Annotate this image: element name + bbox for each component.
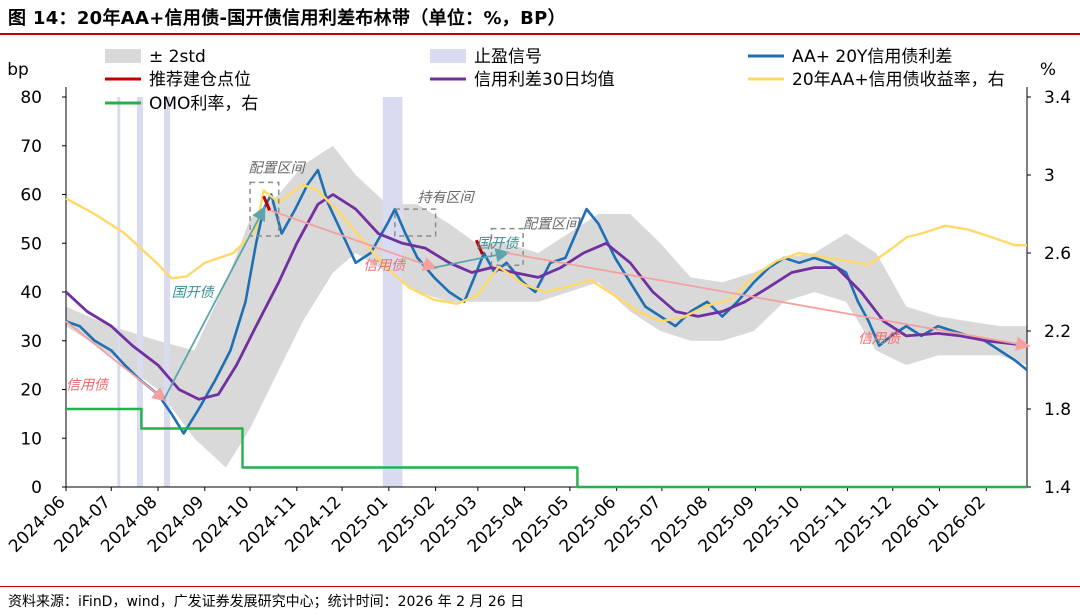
range-box-2 [490,227,524,266]
source-note: 资料来源：iFinD，wind，广发证券发展研究中心；统计时间：2026 年 2… [8,594,525,610]
left-tick-label: 60 [20,186,42,206]
left-tick-label: 50 [20,234,42,254]
annotation-label-2: 配置区间 [249,161,307,177]
left-axis-unit: bp [7,60,29,80]
range-box-0 [249,181,280,237]
legend-label-yield: 20年AA+信用债收益率，右 [792,70,1005,90]
stop-signal-bar-1 [136,97,143,487]
annotation-label-5: 国开债 [476,236,520,252]
source-rule [0,586,1080,587]
series-line-spread [65,168,1028,435]
right-axis-unit: % [1040,60,1056,80]
left-tick-label: 10 [20,429,42,449]
annotation-label-1: 国开债 [172,285,216,301]
chart-title: 图 14：20年AA+信用债-国开债信用利差布林带（单位：%，BP） [8,8,566,29]
series-line-omo [66,407,1027,489]
legend-label-entry: 推荐建仓点位 [149,70,251,90]
right-tick-label: 1.4 [1044,478,1071,498]
left-tick-label: 80 [20,88,42,108]
trend-arrow-2 [266,208,438,271]
legend-label-ma30: 信用利差30日均值 [474,70,615,90]
stop-signal-bar-2 [164,97,171,487]
entry-point-1 [474,239,484,255]
trend-arrow-0 [65,320,167,402]
stop-profit-layer [117,97,403,487]
annotation-label-4: 信用债 [363,258,407,274]
right-tick-label: 3 [1044,166,1055,186]
range-box-1 [394,208,437,237]
right-tick-label: 2.6 [1044,244,1071,264]
right-tick-label: 3.4 [1044,88,1071,108]
std-band-layer [66,145,1027,468]
series-line-yield [65,183,1027,323]
trend-arrow-4 [506,252,1031,351]
legend-label-band: ± 2std [149,47,206,67]
series-layer [65,168,1028,489]
annotation-label-0: 信用债 [66,378,110,394]
stop-signal-bar-3 [382,97,403,487]
annotation-label-6: 配置区间 [523,217,581,233]
legend-label-stop: 止盈信号 [474,47,542,67]
legend-swatch-stop [430,49,466,63]
right-tick-label: 1.8 [1044,400,1071,420]
entry-point-0 [262,195,272,211]
legend-label-omo: OMO利率，右 [149,94,258,114]
trend-arrow-3 [433,248,511,269]
left-tick-label: 0 [31,478,42,498]
std-band [66,145,1027,468]
left-tick-label: 30 [20,332,42,352]
stop-signal-bar-0 [117,97,121,487]
left-tick-label: 20 [20,381,42,401]
right-tick-label: 2.2 [1044,322,1071,342]
trend-arrow-1 [163,205,266,400]
legend-swatch-band [105,49,141,63]
series-line-ma30 [65,193,1028,401]
title-rule [0,33,1080,35]
annotation-label-3: 持有区间 [418,190,476,206]
annotation-label-7: 信用债 [858,331,902,347]
left-tick-label: 70 [20,137,42,157]
legend-label-spread: AA+ 20Y信用债利差 [792,47,952,67]
left-tick-label: 40 [20,283,42,303]
